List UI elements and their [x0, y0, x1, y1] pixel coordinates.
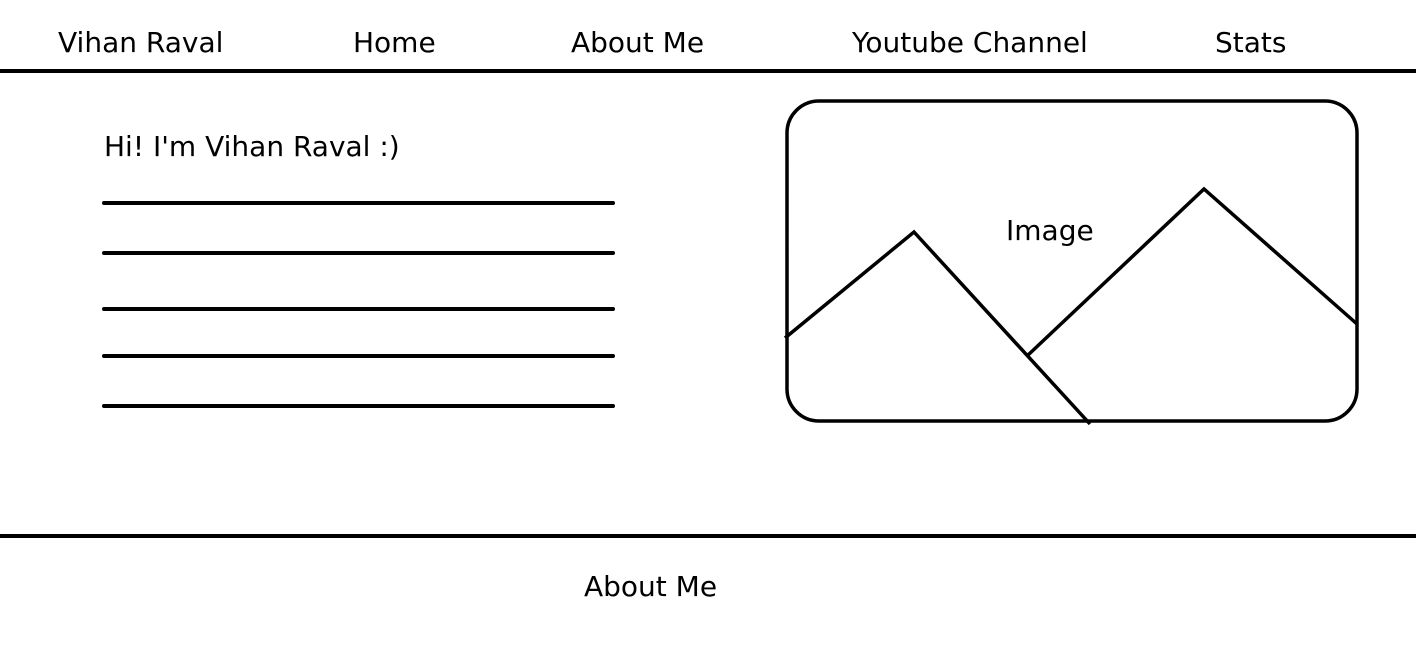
text-placeholder-line [102, 404, 615, 408]
nav-home[interactable]: Home [353, 26, 436, 59]
image-placeholder: Image [784, 98, 1360, 426]
nav-stats[interactable]: Stats [1215, 26, 1287, 59]
text-placeholder-line [102, 251, 615, 255]
text-placeholder-line [102, 307, 615, 311]
text-placeholder-line [102, 201, 615, 205]
left-mountain [784, 229, 1092, 426]
image-label: Image [1006, 214, 1094, 247]
section-divider [0, 534, 1416, 538]
mountain-image-icon [784, 99, 1359, 426]
brand-link[interactable]: Vihan Raval [58, 26, 224, 59]
nav-youtube-channel[interactable]: Youtube Channel [852, 26, 1088, 59]
image-frame [785, 99, 1359, 423]
header-divider [0, 69, 1416, 73]
right-mountain [1025, 186, 1359, 358]
text-placeholder-line [102, 354, 615, 358]
hero-greeting: Hi! I'm Vihan Raval :) [104, 130, 400, 163]
nav-about-me[interactable]: About Me [571, 26, 705, 59]
about-section-title: About Me [584, 570, 718, 603]
